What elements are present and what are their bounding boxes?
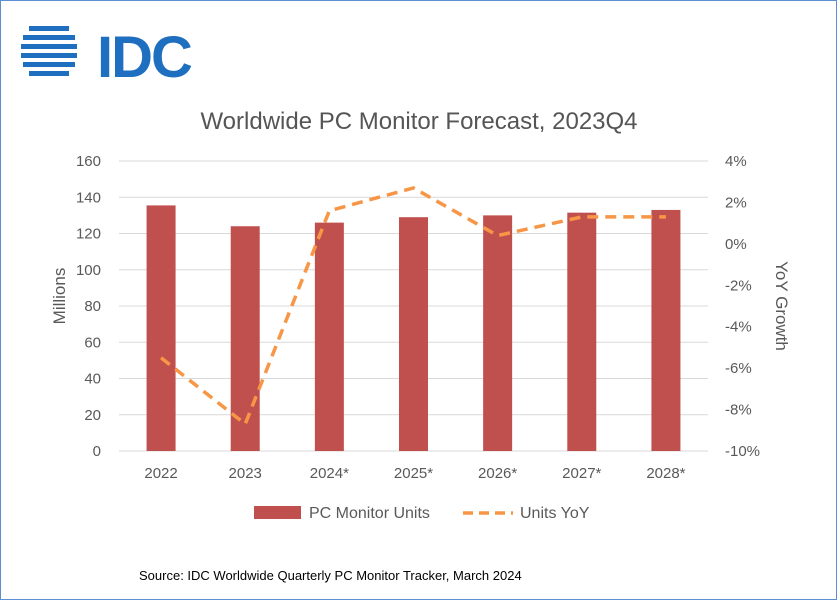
y-tick-label: 40: [84, 371, 101, 388]
idc-logo: IDC: [19, 21, 199, 87]
right-axis: -10% -8% -6% -4% -2% 0% 2% 4%: [725, 153, 760, 460]
x-tick-label: 2027*: [562, 465, 601, 482]
y2-tick-label: -4%: [725, 319, 752, 336]
units-yoy-line: [159, 186, 666, 426]
x-tick-label: 2022: [144, 465, 177, 482]
bar: [230, 226, 260, 451]
line-series: [159, 186, 666, 426]
y-tick-label: 120: [76, 226, 101, 243]
y-tick-label: 160: [76, 153, 101, 170]
bar: [483, 215, 513, 451]
source-note: Source: IDC Worldwide Quarterly PC Monit…: [139, 568, 522, 583]
y-axis-title: Millions: [50, 268, 69, 325]
legend-label-line: Units YoY: [520, 505, 590, 522]
x-tick-label: 2028*: [646, 465, 685, 482]
legend-label-bar: PC Monitor Units: [309, 505, 430, 522]
y-tick-label: 0: [93, 443, 101, 460]
x-tick-label: 2025*: [394, 465, 433, 482]
legend: PC Monitor Units Units YoY: [254, 505, 590, 522]
y2-tick-label: 2%: [725, 194, 747, 211]
bar: [651, 209, 681, 451]
left-axis: 0 20 40 60 80 100 120 140 160: [76, 153, 101, 460]
y-tick-label: 80: [84, 298, 101, 315]
chart-title: Worldwide PC Monitor Forecast, 2023Q4: [200, 108, 637, 135]
y-tick-label: 60: [84, 334, 101, 351]
y2-tick-label: -10%: [725, 443, 760, 460]
bar: [399, 217, 428, 451]
x-tick-label: 2023: [229, 465, 262, 482]
y-tick-label: 140: [76, 189, 101, 206]
y-tick-label: 100: [76, 262, 101, 279]
bar: [314, 222, 344, 451]
x-tick-label: 2026*: [478, 465, 517, 482]
y2-tick-label: -6%: [725, 360, 752, 377]
bar: [146, 205, 176, 451]
bar: [567, 212, 597, 451]
y2-tick-label: 4%: [725, 153, 747, 170]
bar-series: [146, 205, 681, 451]
x-tick-label: 2024*: [310, 465, 349, 482]
logo-text: IDC: [97, 25, 193, 90]
y2-tick-label: -2%: [725, 277, 752, 294]
y-tick-label: 20: [84, 407, 101, 424]
idc-globe-icon: [21, 26, 77, 76]
y2-tick-label: 0%: [725, 236, 747, 253]
x-axis: 2022 2023 2024* 2025* 2026* 2027* 2028*: [144, 465, 685, 482]
y2-tick-label: -8%: [725, 402, 752, 419]
legend-swatch-bar: [254, 506, 301, 519]
y2-axis-title: YoY Growth: [772, 261, 791, 351]
